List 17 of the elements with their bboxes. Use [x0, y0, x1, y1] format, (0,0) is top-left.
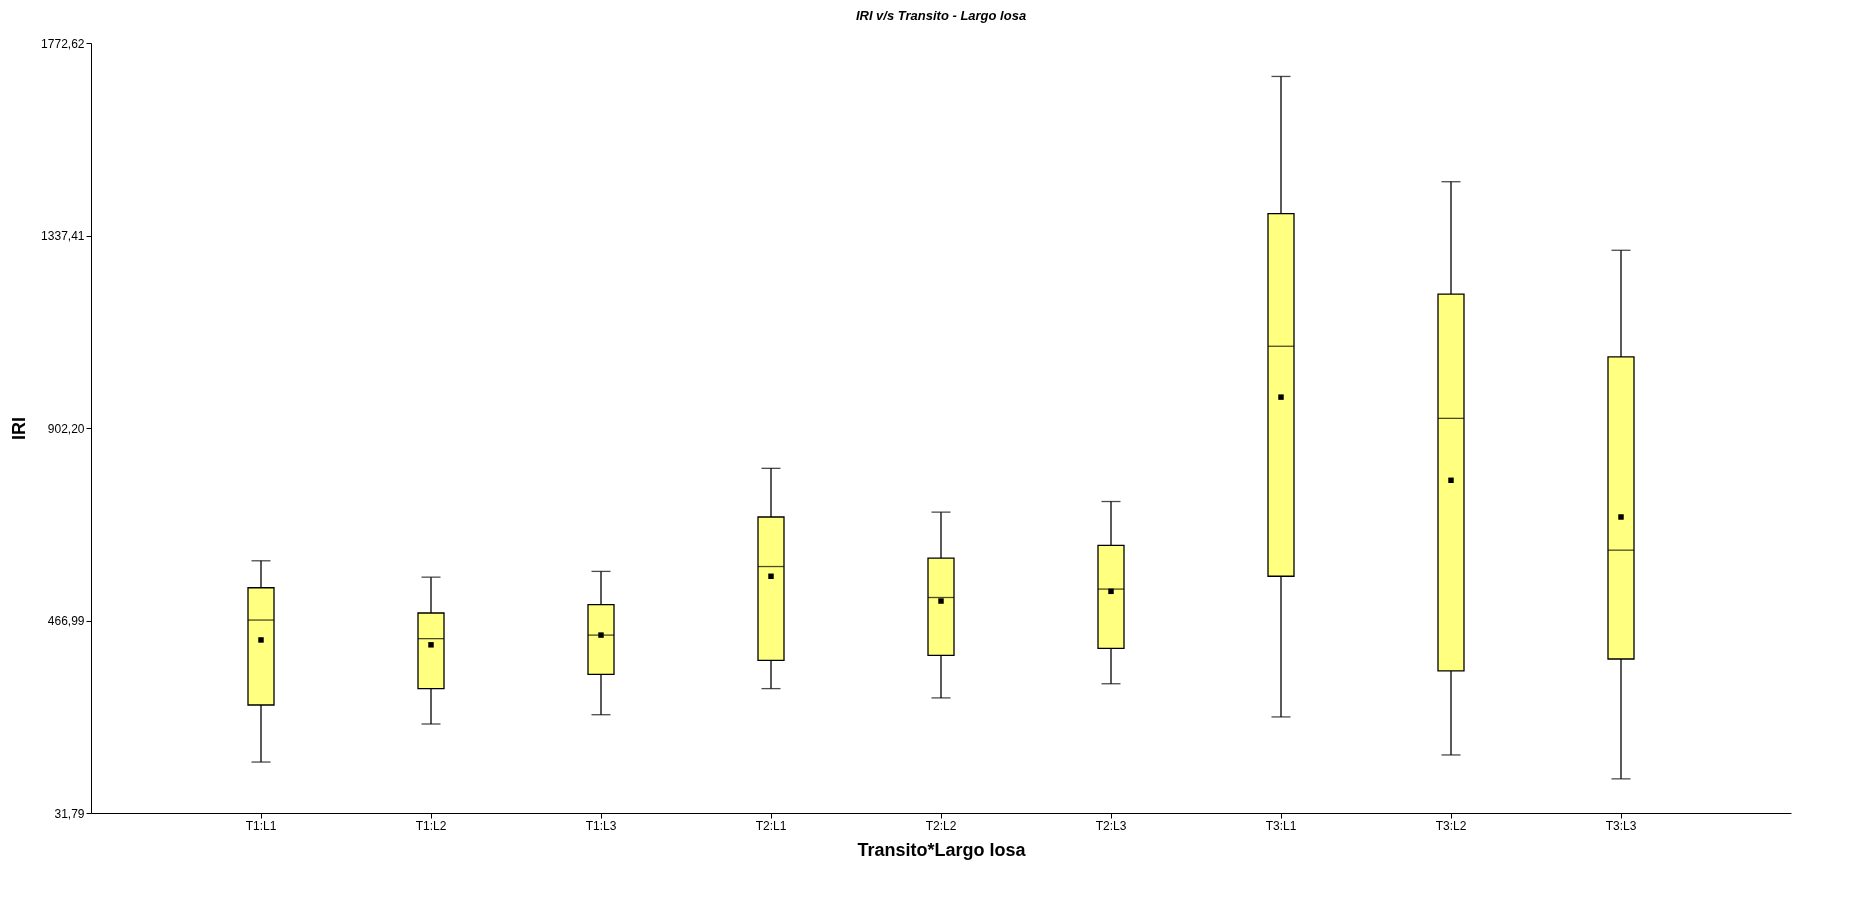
y-tick-label: 1337,41 [41, 229, 85, 243]
x-tick-label: T1:L1 [245, 818, 277, 833]
y-tick-label: 466,99 [47, 614, 85, 628]
y-tick-label: 902,20 [47, 421, 85, 436]
x-tick-label: T1:L3 [585, 818, 617, 833]
x-tick-label: T3:L1 [1265, 818, 1297, 833]
y-tick-label: 1772,62 [41, 36, 85, 51]
x-axis-title: Transito*Largo losa [857, 839, 1027, 860]
x-tick-label: T3:L3 [1605, 818, 1637, 833]
chart-title: IRI v/s Transito - Largo losa [855, 8, 1027, 23]
y-axis-title: IRI [9, 416, 30, 441]
x-tick-label: T2:L1 [755, 818, 787, 833]
y-tick-label: 31,79 [54, 806, 85, 821]
x-tick-label: T2:L2 [925, 818, 957, 833]
x-tick-label: T2:L3 [1095, 818, 1127, 833]
x-tick-label: T1:L2 [415, 818, 447, 833]
x-tick-label: T3:L2 [1435, 818, 1467, 833]
